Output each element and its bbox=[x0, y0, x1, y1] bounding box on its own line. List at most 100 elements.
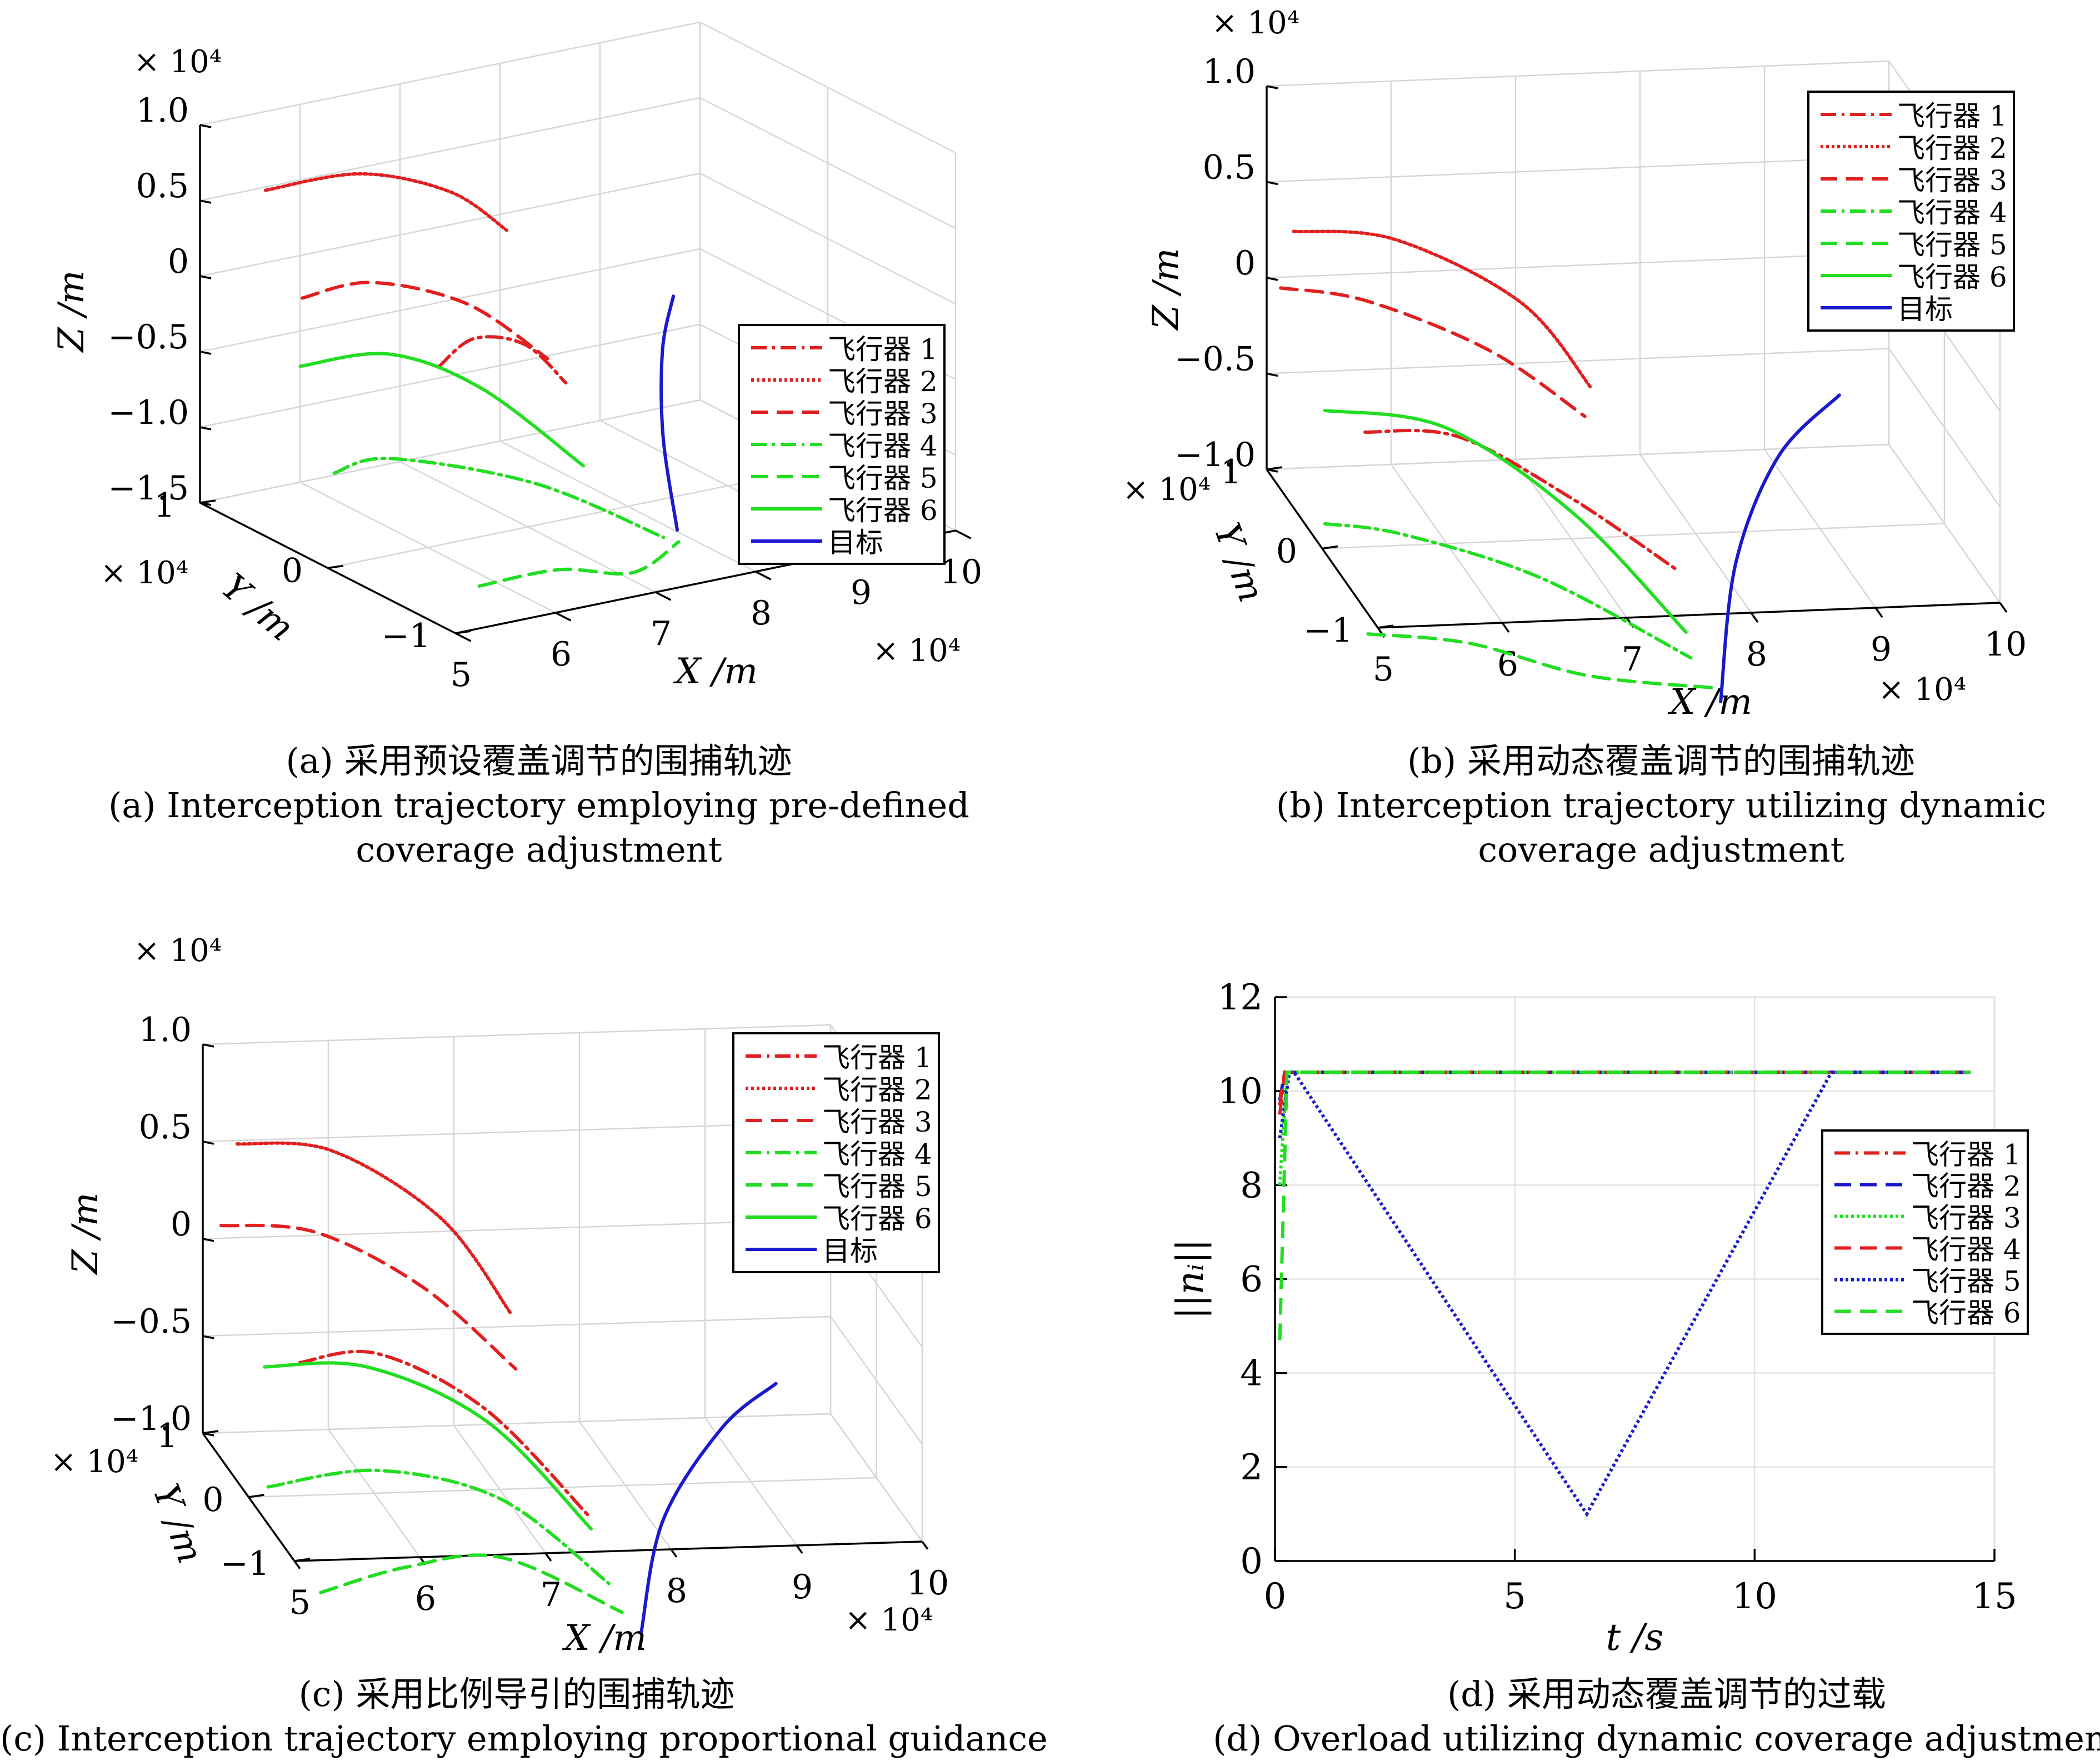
z-tick-label-2: 0 bbox=[1234, 244, 1256, 283]
series-line-6 bbox=[1323, 409, 1688, 634]
x-tick-label-4: 9 bbox=[792, 1568, 813, 1607]
caption-d-cn: (d) 采用动态覆盖调节的过载 bbox=[1447, 1674, 1886, 1714]
legend-label-5: 飞行器 5 bbox=[828, 462, 938, 494]
z-exponent-label: × 10⁴ bbox=[134, 933, 222, 969]
y-tick-label-4: 8 bbox=[1240, 1165, 1263, 1206]
x-tick-label-5: 10 bbox=[940, 553, 982, 592]
caption-a: (a) 采用预设覆盖调节的围捕轨迹 (a) Interception traje… bbox=[44, 739, 1033, 872]
x-tick-0 bbox=[455, 632, 472, 642]
caption-a-en-2: coverage adjustment bbox=[356, 829, 722, 870]
x-tick-label-3: 15 bbox=[1972, 1576, 2017, 1617]
z-tick-1 bbox=[1266, 372, 1278, 377]
series-line-1 bbox=[437, 335, 568, 385]
caption-c-en-1: (c) Interception trajectory employing pr… bbox=[0, 1718, 1048, 1759]
z-tick-0 bbox=[1266, 468, 1278, 473]
y-exponent-label: × 10⁴ bbox=[1123, 472, 1211, 508]
caption-a-cn: (a) 采用预设覆盖调节的围捕轨迹 bbox=[286, 741, 792, 781]
legend-label-3: 飞行器 3 bbox=[1897, 164, 2007, 197]
x-tick-label-5: 10 bbox=[907, 1564, 949, 1603]
x-tick-label-1: 6 bbox=[415, 1579, 436, 1618]
z-tick-label-3: 0 bbox=[168, 242, 189, 281]
z-axis-title: Z /m bbox=[1146, 248, 1187, 331]
x-tick-label-0: 0 bbox=[1264, 1576, 1287, 1617]
y-exponent-label: × 10⁴ bbox=[51, 1444, 138, 1480]
legend-label-7: 目标 bbox=[828, 527, 883, 559]
grid-back-z-4 bbox=[199, 97, 701, 202]
x-tick-label-2: 7 bbox=[651, 614, 672, 653]
caption-c-cn: (c) 采用比例导引的围捕轨迹 bbox=[298, 1674, 735, 1714]
grid-side-z-3 bbox=[699, 172, 956, 305]
x-tick-3 bbox=[670, 1548, 678, 1558]
z-tick-label-3: 0.5 bbox=[139, 1108, 192, 1147]
series-line-6 bbox=[263, 1361, 593, 1531]
y-tick-label-2: 1 bbox=[157, 1417, 178, 1455]
legend-label-6: 飞行器 6 bbox=[1911, 1297, 2021, 1329]
x-tick-label-2: 10 bbox=[1732, 1576, 1777, 1617]
grid-back-z-1 bbox=[202, 1315, 831, 1337]
grid-side-z-5 bbox=[699, 21, 956, 154]
x-tick-5 bbox=[955, 529, 972, 539]
z-tick-1 bbox=[199, 426, 212, 431]
x-tick-label-1: 6 bbox=[551, 635, 572, 674]
z-tick-2 bbox=[199, 351, 212, 355]
x-tick-4 bbox=[1874, 607, 1883, 618]
series-line-5 bbox=[477, 540, 681, 588]
legend-label-3: 飞行器 3 bbox=[828, 398, 938, 430]
grid-back-z-2 bbox=[202, 1218, 831, 1240]
z-tick-label-4: 0.5 bbox=[136, 167, 189, 206]
y-tick-label-5: 10 bbox=[1218, 1071, 1263, 1112]
y-tick-1 bbox=[1322, 545, 1338, 550]
x-tick-5 bbox=[1999, 602, 2008, 613]
grid-back-z-3 bbox=[202, 1121, 831, 1143]
caption-b: (b) 采用动态覆盖调节的围捕轨迹 (b) Interception traje… bbox=[1144, 739, 2100, 872]
y-tick-label-0: −1 bbox=[382, 617, 431, 656]
legend-label-5: 飞行器 5 bbox=[1911, 1265, 2021, 1298]
series-line-6 bbox=[298, 352, 585, 468]
x-exponent-label: × 10⁴ bbox=[845, 1602, 933, 1638]
y-tick-label-2: 1 bbox=[154, 486, 175, 525]
series-line-4 bbox=[1323, 522, 1693, 660]
y-tick-label-1: 0 bbox=[202, 1480, 223, 1519]
legend-label-5: 飞行器 5 bbox=[1897, 229, 2007, 261]
x-tick-label-3: 8 bbox=[1746, 635, 1767, 674]
z-tick-2 bbox=[1266, 277, 1278, 281]
z-tick-0 bbox=[199, 502, 212, 506]
series-line-7 bbox=[659, 294, 679, 532]
legend-label-1: 飞行器 1 bbox=[1911, 1139, 2021, 1171]
y-tick-label-0: 0 bbox=[1240, 1541, 1263, 1582]
series-line-3 bbox=[219, 1223, 518, 1371]
z-exponent-label: × 10⁴ bbox=[134, 44, 222, 80]
x-tick-label-3: 8 bbox=[666, 1572, 687, 1610]
panel-b-trajectory-plot: 5 6 7 8 9 10−101−1.0−0.500.51.0X /mY /mZ /m× … bbox=[1123, 5, 2027, 723]
grid-back-z-3 bbox=[1266, 156, 1889, 183]
x-tick-0 bbox=[293, 1560, 301, 1569]
x-tick-label-5: 10 bbox=[1984, 625, 2027, 664]
z-axis-title: Z /m bbox=[51, 270, 92, 353]
grid-floor-y-1 bbox=[1322, 523, 1945, 549]
z-exponent-label: × 10⁴ bbox=[1212, 5, 1299, 41]
series-line-2 bbox=[235, 1141, 513, 1316]
z-tick-label-4: 1.0 bbox=[139, 1010, 192, 1049]
z-tick-label-3: 0.5 bbox=[1203, 148, 1256, 187]
legend-label-5: 飞行器 5 bbox=[822, 1170, 932, 1203]
grid-back-z-5 bbox=[199, 21, 701, 126]
caption-d-en-1: (d) Overload utilizing dynamic coverage … bbox=[1213, 1718, 2100, 1759]
grid-floor-y-2 bbox=[199, 399, 701, 504]
x-tick-1 bbox=[555, 612, 572, 622]
y-tick-0 bbox=[294, 1558, 311, 1562]
legend-label-2: 飞行器 2 bbox=[822, 1074, 932, 1106]
y-axis-title: ||nᵢ|| bbox=[1169, 1239, 1212, 1319]
grid-back-z-4 bbox=[1266, 60, 1889, 87]
legend-label-4: 飞行器 4 bbox=[828, 430, 938, 462]
y-tick-label-0: −1 bbox=[1304, 611, 1353, 650]
z-tick-3 bbox=[202, 1140, 214, 1145]
legend-label-2: 飞行器 2 bbox=[1897, 132, 2007, 164]
caption-d: (d) 采用动态覆盖调节的过载 (d) Overload utilizing d… bbox=[1144, 1672, 2100, 1761]
legend-label-6: 飞行器 6 bbox=[1897, 261, 2007, 293]
y-axis-title: Y /m bbox=[144, 1479, 211, 1568]
x-tick-2 bbox=[544, 1552, 552, 1562]
legend-label-1: 飞行器 1 bbox=[822, 1042, 932, 1074]
y-tick-label-2: 4 bbox=[1240, 1353, 1263, 1394]
